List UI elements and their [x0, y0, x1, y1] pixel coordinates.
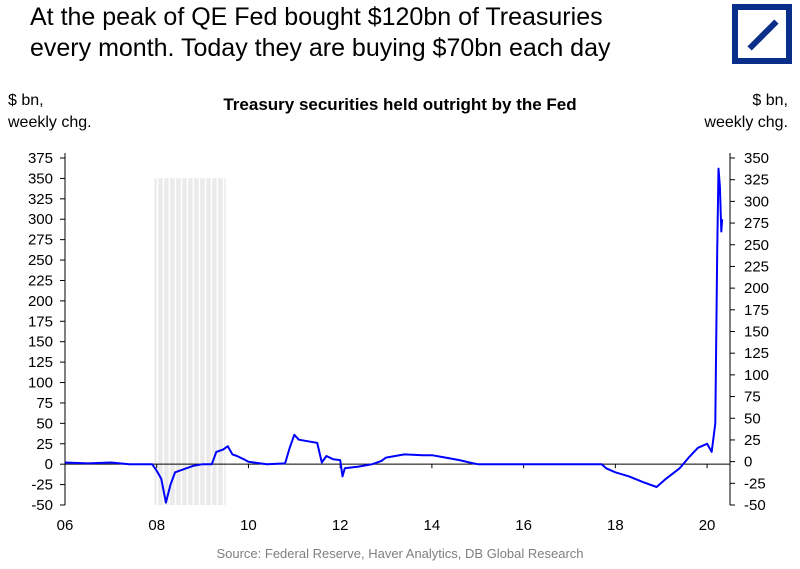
- right-axis-unit-line-1: $ bn,: [752, 92, 788, 109]
- right-y-tick-label: 225: [744, 258, 769, 275]
- left-y-tick-label: 250: [28, 252, 53, 269]
- left-y-tick-label: 175: [28, 313, 53, 330]
- x-tick-label: 16: [515, 517, 532, 534]
- left-y-tick-label: 225: [28, 272, 53, 289]
- headline-line-1: At the peak of QE Fed bought $120bn of T…: [30, 3, 603, 31]
- left-y-tick-label: -25: [31, 477, 53, 494]
- x-tick-label: 06: [57, 517, 74, 534]
- right-y-tick-label: 75: [744, 389, 761, 406]
- left-y-tick-label: 300: [28, 211, 53, 228]
- right-y-tick-label: 50: [744, 410, 761, 427]
- left-y-tick-label: -50: [31, 497, 53, 514]
- left-y-tick-label: 325: [28, 191, 53, 208]
- right-y-tick-label: 100: [744, 367, 769, 384]
- left-y-tick-label: 75: [36, 395, 53, 412]
- right-y-tick-label: -50: [744, 497, 766, 514]
- left-y-tick-label: 375: [28, 150, 53, 167]
- headline-line-2: every month. Today they are buying $70bn…: [30, 34, 611, 62]
- right-y-tick-label: -25: [744, 475, 766, 492]
- left-y-tick-label: 350: [28, 170, 53, 187]
- x-tick-label: 14: [424, 517, 441, 534]
- right-y-tick-label: 0: [744, 454, 752, 471]
- left-axis-unit: $ bn, weekly chg.: [8, 90, 92, 134]
- left-axis-unit-line-2: weekly chg.: [8, 114, 92, 131]
- left-axis-unit-line-1: $ bn,: [8, 92, 44, 109]
- x-tick-label: 10: [240, 517, 257, 534]
- left-y-tick-label: 150: [28, 334, 53, 351]
- x-tick-label: 18: [607, 517, 624, 534]
- right-y-tick-label: 275: [744, 215, 769, 232]
- right-y-tick-label: 300: [744, 193, 769, 210]
- right-y-tick-label: 125: [744, 345, 769, 362]
- x-tick-label: 20: [699, 517, 716, 534]
- series-line: [64, 167, 724, 504]
- left-y-tick-label: 275: [28, 232, 53, 249]
- left-y-tick-label: 50: [36, 415, 53, 432]
- right-axis-unit: $ bn, weekly chg.: [704, 90, 788, 134]
- left-y-tick-label: 25: [36, 436, 53, 453]
- right-y-tick-label: 150: [744, 324, 769, 341]
- deutsche-bank-logo: [732, 4, 792, 64]
- x-tick-label: 12: [332, 517, 349, 534]
- right-y-tick-label: 250: [744, 237, 769, 254]
- headline: At the peak of QE Fed bought $120bn of T…: [30, 2, 720, 72]
- source-note: Source: Federal Reserve, Haver Analytics…: [216, 546, 584, 561]
- left-y-tick-label: 125: [28, 354, 53, 371]
- right-y-tick-label: 175: [744, 302, 769, 319]
- recession-shading: [154, 178, 226, 506]
- right-y-tick-label: 350: [744, 150, 769, 167]
- right-axis-unit-line-2: weekly chg.: [704, 114, 788, 131]
- chart-title: Treasury securities held outright by the…: [223, 95, 577, 114]
- x-tick-label: 08: [148, 517, 165, 534]
- left-y-tick-label: 200: [28, 293, 53, 310]
- right-y-tick-label: 200: [744, 280, 769, 297]
- right-y-tick-label: 25: [744, 432, 761, 449]
- right-y-tick-label: 325: [744, 172, 769, 189]
- left-y-tick-label: 0: [45, 456, 53, 473]
- left-y-tick-label: 100: [28, 375, 53, 392]
